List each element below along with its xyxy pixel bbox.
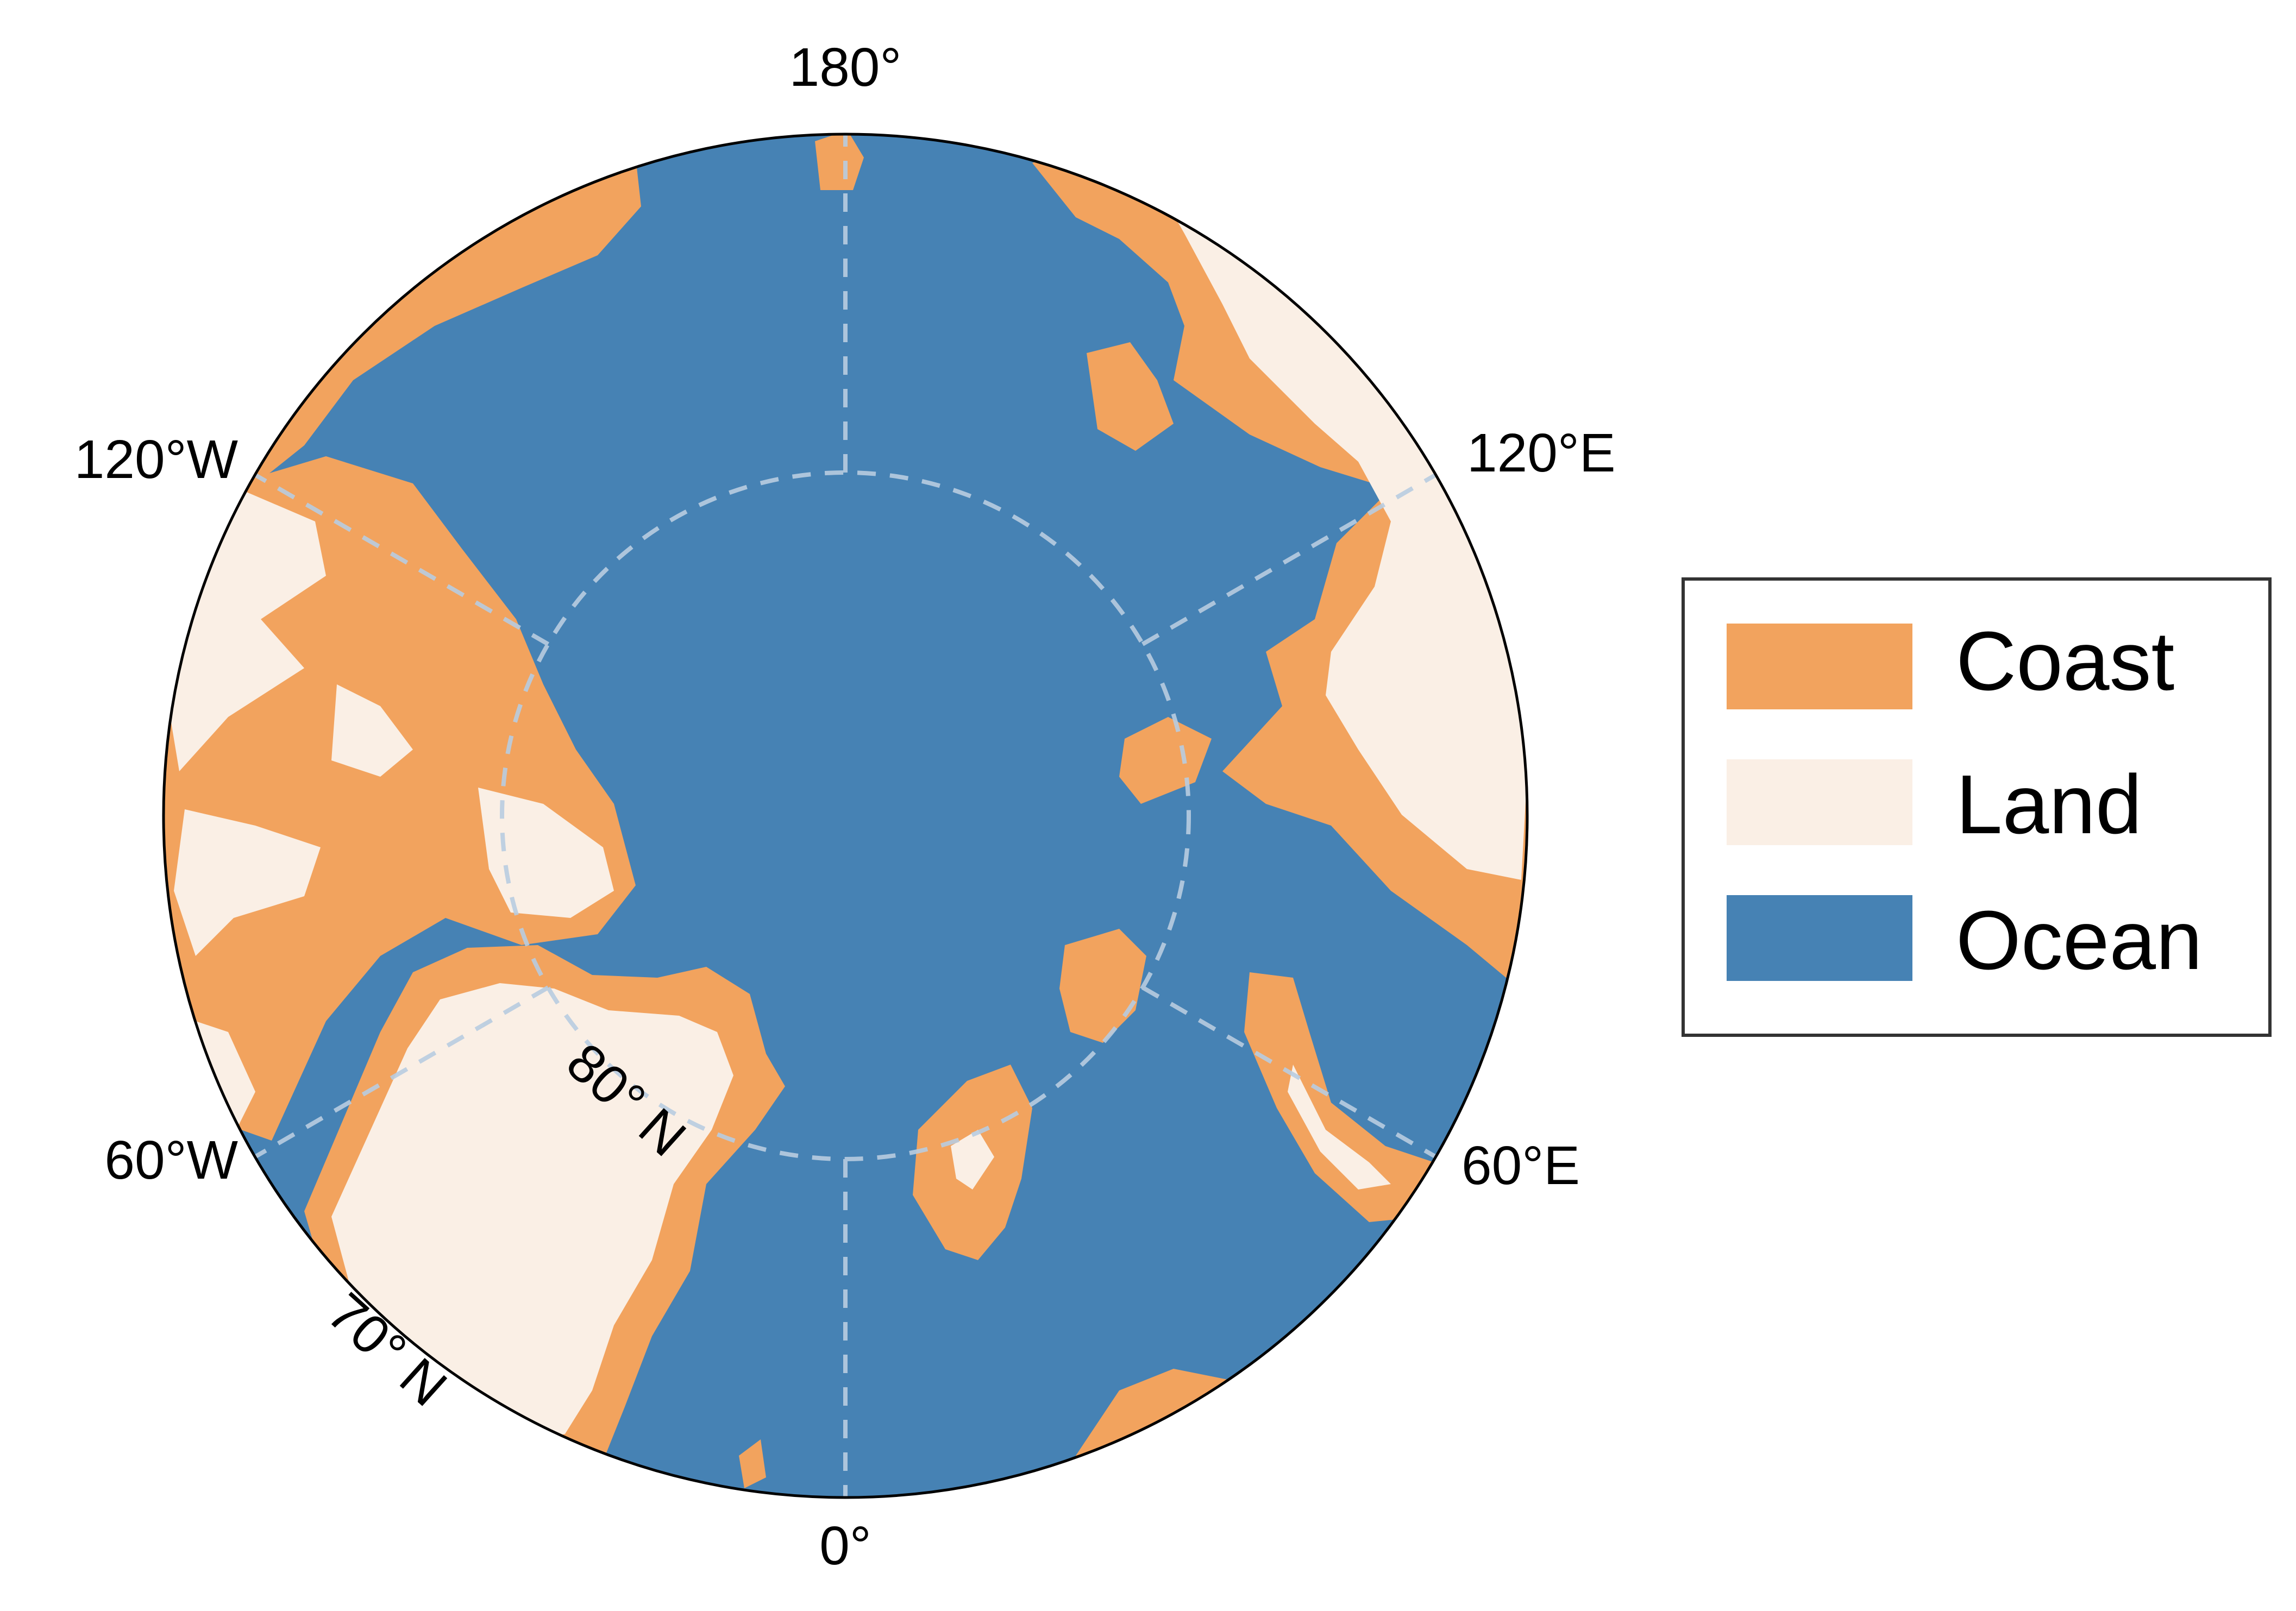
longitude-labels: 180° 120°E 60°E 0° 60°W 120°W <box>74 37 1616 1576</box>
novaya-zemlya-coast <box>1244 972 1434 1222</box>
legend-item-coast: Coast <box>1727 614 2174 709</box>
wrangel-island-coast <box>815 134 864 190</box>
baffin-land <box>174 809 321 956</box>
new-siberian-islands-coast <box>1087 342 1174 451</box>
legend-swatch-land <box>1727 759 1912 845</box>
lon-label-180: 180° <box>789 37 902 98</box>
map-disc <box>162 133 1529 1499</box>
lon-label-60w: 60°W <box>104 1130 238 1191</box>
svalbard-land <box>951 1130 994 1190</box>
legend-label-coast: Coast <box>1956 614 2174 708</box>
legend: Coast Land Ocean <box>1682 577 2272 1037</box>
meridian-120e <box>1141 473 1438 646</box>
greenland-land <box>331 983 733 1445</box>
legend-swatch-ocean <box>1727 895 1912 981</box>
ellesmere-land <box>478 788 614 918</box>
legend-item-land: Land <box>1727 758 2142 851</box>
lon-label-120w: 120°W <box>74 429 239 490</box>
small-island-coast <box>739 1439 766 1488</box>
archipelago-land <box>331 684 413 777</box>
legend-swatch-coast <box>1727 624 1912 709</box>
map-frame <box>162 133 1529 1499</box>
legend-label-ocean: Ocean <box>1956 893 2203 987</box>
meridian-120w <box>253 473 550 646</box>
meridian-60w <box>253 985 550 1159</box>
siberia-land <box>1141 158 1527 880</box>
meridian-60e <box>1141 985 1438 1159</box>
legend-item-ocean: Ocean <box>1727 893 2203 987</box>
lon-label-60e: 60°E <box>1461 1135 1580 1196</box>
legend-label-land: Land <box>1956 758 2142 851</box>
lon-label-0: 0° <box>819 1515 871 1576</box>
lon-label-120e: 120°E <box>1467 423 1616 483</box>
graticule <box>253 134 1438 1497</box>
